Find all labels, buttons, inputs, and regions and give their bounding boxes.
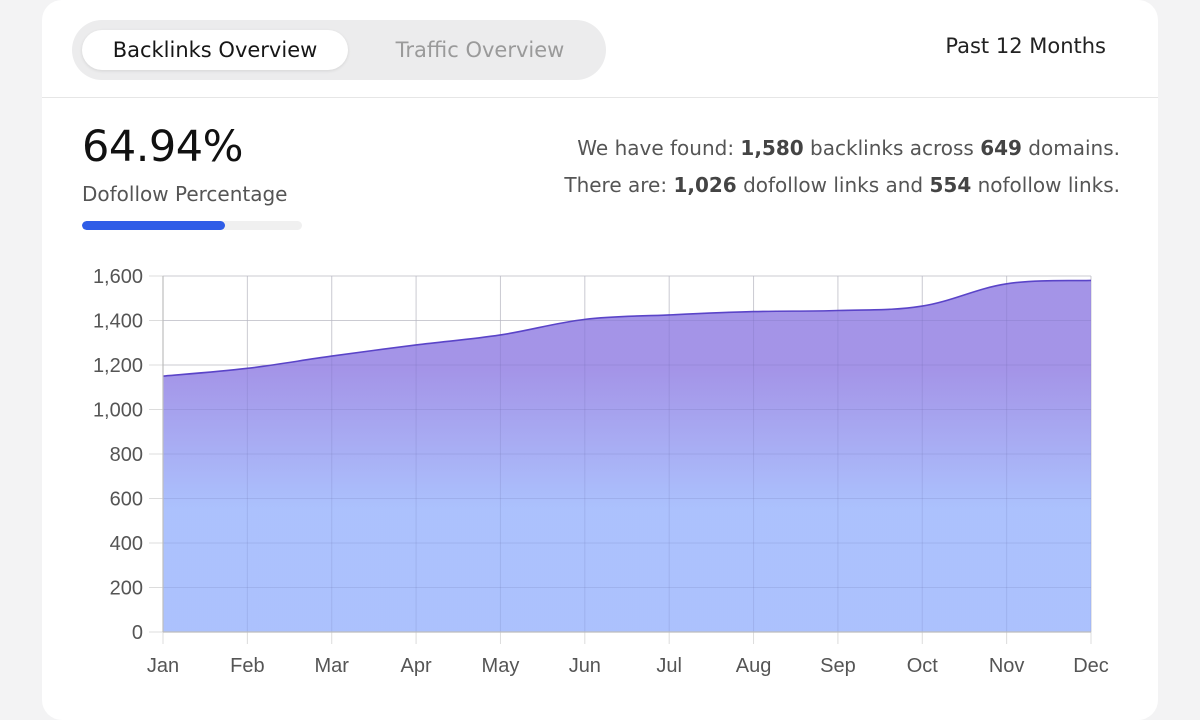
y-tick-label: 200 (110, 578, 143, 600)
y-tick-label: 800 (110, 444, 143, 466)
header-divider (42, 97, 1158, 98)
summary-text: backlinks across (803, 136, 981, 160)
dofollow-count: 1,026 (673, 173, 737, 197)
y-tick-label: 400 (110, 533, 143, 555)
dofollow-percentage-label: Dofollow Percentage (82, 182, 288, 206)
backlinks-area-chart: 0 200 400 600 800 1,000 1,200 1,400 1,600 Jan Feb M… (93, 266, 1109, 677)
x-tick-label: Nov (989, 655, 1025, 677)
x-tick-label: Jul (656, 655, 682, 677)
x-tick-label: Dec (1073, 655, 1109, 677)
tab-traffic-overview[interactable]: Traffic Overview (395, 38, 565, 62)
summary-line-links: There are: 1,026 dofollow links and 554 … (564, 167, 1120, 204)
y-tick-label: 1,000 (93, 400, 143, 422)
x-tick-label: Jun (569, 655, 601, 677)
x-tick-label: Apr (401, 655, 432, 677)
y-tick-label: 1,200 (93, 355, 143, 377)
period-selector[interactable]: Past 12 Months (945, 34, 1106, 58)
x-tick-label: Aug (736, 655, 772, 677)
summary-text: domains. (1021, 136, 1120, 160)
domains-count: 649 (980, 136, 1022, 160)
x-tick-label: Jan (147, 655, 179, 677)
backlink-summary: We have found: 1,580 backlinks across 64… (564, 130, 1120, 204)
dofollow-progress-fill (82, 221, 225, 230)
summary-text: We have found: (577, 136, 741, 160)
y-tick-label: 0 (132, 622, 143, 644)
backlinks-count: 1,580 (740, 136, 804, 160)
overview-tab-group: Backlinks Overview Traffic Overview (72, 20, 606, 80)
summary-text: dofollow links and (736, 173, 930, 197)
y-tick-label: 1,400 (93, 311, 143, 333)
summary-line-found: We have found: 1,580 backlinks across 64… (564, 130, 1120, 167)
dofollow-percentage-value: 64.94% (82, 122, 243, 172)
y-tick-label: 600 (110, 489, 143, 511)
dofollow-progress-bar (82, 221, 302, 230)
tab-backlinks-overview[interactable]: Backlinks Overview (82, 30, 348, 70)
x-tick-label: Mar (315, 655, 350, 677)
x-tick-label: May (482, 655, 520, 677)
series-line (162, 279, 1092, 377)
y-tick-label: 1,600 (93, 266, 143, 288)
summary-text: There are: (564, 173, 674, 197)
nofollow-count: 554 (929, 173, 972, 197)
x-tick-label: Sep (820, 655, 856, 677)
x-tick-label: Feb (230, 655, 264, 677)
summary-text: nofollow links. (971, 173, 1120, 197)
x-tick-label: Oct (907, 655, 939, 677)
series-area (163, 280, 1091, 632)
